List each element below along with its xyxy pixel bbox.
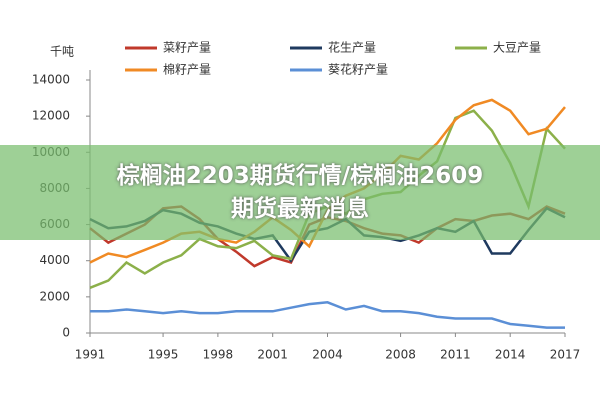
legend-label: 花生产量 bbox=[328, 40, 376, 55]
x-tick-label: 2014 bbox=[495, 348, 526, 362]
legend-label: 葵花籽产量 bbox=[328, 62, 388, 77]
banner: 棕榈油2203期货行情/棕榈油2609期货最新消息 bbox=[0, 145, 600, 240]
legend-label: 菜籽产量 bbox=[163, 41, 211, 55]
x-tick-label: 2011 bbox=[440, 348, 471, 362]
legend-label: 大豆产量 bbox=[493, 41, 541, 55]
x-tick-label: 2001 bbox=[257, 348, 288, 362]
x-tick-label: 2004 bbox=[312, 348, 343, 362]
x-tick-label: 1998 bbox=[203, 348, 234, 362]
series-line bbox=[90, 301, 565, 329]
y-tick-label: 12000 bbox=[32, 109, 70, 123]
y-axis-label: 千吨 bbox=[50, 45, 74, 59]
y-tick-label: 14000 bbox=[32, 73, 70, 87]
y-tick-label: 0 bbox=[62, 326, 70, 340]
x-tick-label: 1995 bbox=[148, 348, 179, 362]
x-tick-label: 2017 bbox=[550, 348, 581, 362]
y-tick-label: 4000 bbox=[39, 253, 70, 267]
banner-text: 棕榈油2203期货行情/棕榈油2609期货最新消息 bbox=[116, 162, 484, 222]
y-tick-label: 2000 bbox=[39, 289, 70, 303]
legend-label: 棉籽产量 bbox=[163, 63, 211, 77]
x-tick-label: 2008 bbox=[385, 348, 416, 362]
x-tick-label: 1991 bbox=[75, 348, 106, 362]
